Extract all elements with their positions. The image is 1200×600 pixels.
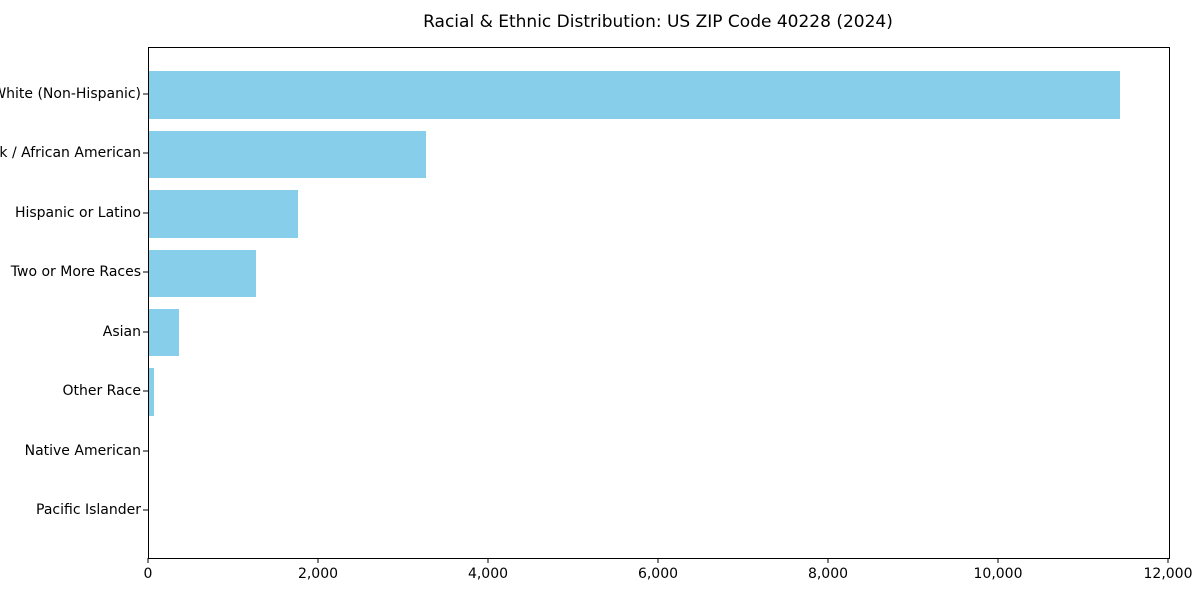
x-tick-label: 6,000 — [637, 566, 679, 582]
y-tick — [143, 93, 148, 95]
x-tick-label: 10,000 — [973, 566, 1023, 582]
x-tick — [147, 558, 149, 563]
x-tick — [487, 558, 489, 563]
bar — [149, 71, 1120, 119]
category-label: Black / African American — [0, 145, 141, 162]
category-label: Other Race — [62, 383, 141, 400]
x-tick-label: 12,000 — [1143, 566, 1193, 582]
y-tick — [143, 509, 148, 511]
chart-title: Racial & Ethnic Distribution: US ZIP Cod… — [423, 12, 893, 32]
x-tick-label: 8,000 — [807, 566, 849, 582]
x-tick — [1167, 558, 1169, 563]
category-label: Pacific Islander — [36, 502, 141, 519]
y-tick — [143, 331, 148, 333]
category-label: White (Non-Hispanic) — [0, 85, 141, 102]
category-label: Hispanic or Latino — [14, 204, 141, 221]
x-tick — [317, 558, 319, 563]
y-tick — [143, 271, 148, 273]
x-tick-label: 4,000 — [467, 566, 509, 582]
y-tick — [143, 152, 148, 154]
bar — [149, 249, 257, 298]
bar — [149, 130, 427, 179]
x-tick — [827, 558, 829, 563]
plot-area — [148, 47, 1170, 559]
x-tick — [997, 558, 999, 563]
x-tick — [657, 558, 659, 563]
x-tick-label: 2,000 — [297, 566, 339, 582]
x-tick-label: 0 — [143, 566, 153, 582]
bar — [149, 190, 298, 238]
y-tick — [143, 212, 148, 214]
category-label: Native American — [24, 442, 141, 459]
bar — [149, 308, 179, 357]
y-tick — [143, 450, 148, 452]
y-tick — [143, 390, 148, 392]
category-label: Two or More Races — [10, 264, 141, 281]
category-label: Asian — [102, 323, 141, 340]
bar — [149, 368, 155, 416]
